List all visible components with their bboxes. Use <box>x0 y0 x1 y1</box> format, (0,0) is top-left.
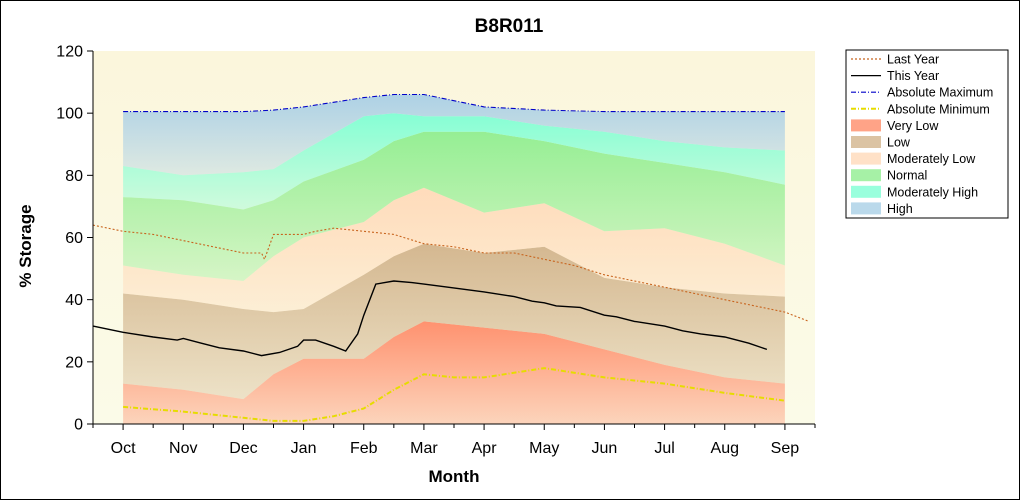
legend-swatch <box>851 136 881 148</box>
legend-label: Moderately Low <box>887 152 976 166</box>
legend-swatch <box>851 169 881 182</box>
series-last-year <box>92 224 810 322</box>
y-tick-label: 60 <box>65 230 83 247</box>
legend-item-this-year: This Year <box>851 69 939 83</box>
legend-item-absolute-minimum: Absolute Minimum <box>851 102 990 116</box>
legend-item-moderately-high: Moderately High <box>851 185 978 199</box>
x-tick-label: Dec <box>229 440 257 457</box>
legend-item-high: High <box>851 202 913 216</box>
x-tick-label: Mar <box>410 440 438 457</box>
legend-item-last-year: Last Year <box>851 53 939 67</box>
lines-layer <box>92 93 810 422</box>
x-tick-label: Nov <box>169 440 197 457</box>
x-tick-label: Jan <box>291 440 317 457</box>
legend-item-moderately-low: Moderately Low <box>851 152 976 166</box>
legend-swatch <box>851 119 881 132</box>
y-axis-label: % Storage <box>16 204 35 287</box>
x-tick-label: Sep <box>771 440 800 457</box>
axes-layer: 0 20 40 60 80 100 120 Oct Nov Dec Jan Feb Mar Apr May J… <box>56 44 816 457</box>
legend-swatch <box>851 185 881 198</box>
legend-item-very-low: Very Low <box>851 119 939 133</box>
chart-title: B8R011 <box>475 16 544 37</box>
y-tick-label: 100 <box>56 106 83 123</box>
series-this-year <box>92 280 768 357</box>
legend-label: Low <box>887 136 911 150</box>
band-high <box>123 94 785 176</box>
x-axis-label: Month <box>429 467 480 486</box>
legend-swatch <box>851 202 881 215</box>
x-tick-label: Apr <box>472 440 498 457</box>
legend-item-low: Low <box>851 136 911 150</box>
x-tick-label: Feb <box>350 440 378 457</box>
y-tick-label: 20 <box>65 354 83 371</box>
legend-label: Absolute Minimum <box>887 102 990 116</box>
legend-label: Normal <box>887 169 927 183</box>
legend-label: Very Low <box>887 119 939 133</box>
legend-label: Absolute Maximum <box>887 86 993 100</box>
legend-label: This Year <box>887 69 939 83</box>
legend-label: Last Year <box>887 53 939 67</box>
legend-label: Moderately High <box>887 185 978 199</box>
y-tick-label: 80 <box>65 168 83 185</box>
legend: Last Year This Year Absolute Maximum Absolu… <box>845 49 1009 219</box>
y-tick-label: 40 <box>65 292 83 309</box>
series-absolute-maximum <box>123 93 785 113</box>
band-very-low <box>123 321 785 424</box>
x-tick-label: May <box>529 440 559 457</box>
y-tick-label: 0 <box>74 417 83 434</box>
x-tick-label: Oct <box>111 440 136 457</box>
legend-item-absolute-maximum: Absolute Maximum <box>851 86 993 100</box>
x-tick-label: Jul <box>654 440 674 457</box>
x-tick-label: Aug <box>711 440 739 457</box>
y-tick-label: 120 <box>56 44 83 61</box>
bands-layer <box>123 94 785 424</box>
series-absolute-minimum <box>123 367 786 422</box>
x-tick-label: Jun <box>592 440 618 457</box>
band-moderately-low <box>123 187 785 313</box>
band-normal <box>123 131 785 281</box>
band-low <box>123 243 785 400</box>
band-moderately-high <box>123 113 785 210</box>
legend-item-normal: Normal <box>851 169 927 183</box>
legend-swatch <box>851 152 881 165</box>
legend-label: High <box>887 202 913 216</box>
